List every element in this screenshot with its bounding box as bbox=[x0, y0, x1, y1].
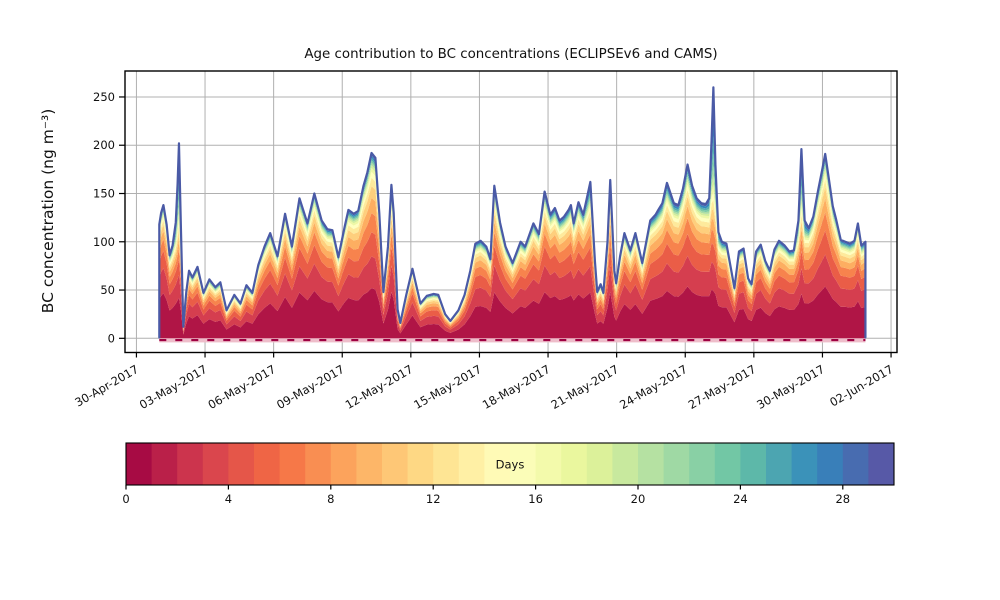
colorbar-segment bbox=[561, 443, 588, 485]
plot-border bbox=[124, 70, 898, 354]
colorbar-segment bbox=[510, 443, 537, 485]
colorbar-segment bbox=[151, 443, 178, 485]
x-tick-label: 30-May-2017 bbox=[754, 362, 827, 412]
x-tick-label: 12-May-2017 bbox=[343, 362, 416, 412]
age-band-2-4d bbox=[159, 254, 866, 335]
colorbar-segment bbox=[407, 443, 434, 485]
colorbar-segment bbox=[126, 443, 153, 485]
colorbar-segment bbox=[254, 443, 281, 485]
colorbar-segment bbox=[535, 443, 562, 485]
colorbar-tick-label: 28 bbox=[835, 492, 850, 506]
colorbar-segment bbox=[330, 443, 357, 485]
x-axis: 30-Apr-201703-May-201706-May-201709-May-… bbox=[72, 352, 896, 412]
colorbar-segment bbox=[689, 443, 716, 485]
y-axis: 0 50 100 150 200 250 bbox=[93, 90, 125, 345]
x-tick-label: 21-May-2017 bbox=[549, 362, 622, 412]
x-tick-label: 06-May-2017 bbox=[206, 362, 279, 412]
colorbar-label: Days bbox=[496, 458, 525, 472]
y-tick-label: 200 bbox=[93, 138, 115, 152]
total-line bbox=[158, 86, 867, 339]
colorbar-segment bbox=[638, 443, 665, 485]
colorbar-tick-label: 8 bbox=[327, 492, 334, 506]
colorbar-segment bbox=[356, 443, 383, 485]
y-tick-label: 250 bbox=[93, 90, 115, 104]
colorbar-segment bbox=[612, 443, 639, 485]
colorbar-segment bbox=[382, 443, 409, 485]
colorbar-segment bbox=[766, 443, 793, 485]
x-tick-label: 03-May-2017 bbox=[137, 362, 210, 412]
colorbar-segment bbox=[868, 443, 895, 485]
x-tick-label: 09-May-2017 bbox=[274, 362, 347, 412]
stacked-area bbox=[159, 87, 866, 339]
y-tick-label: 50 bbox=[100, 283, 115, 297]
colorbar-segment bbox=[458, 443, 485, 485]
age-band-4-6d bbox=[159, 230, 866, 333]
colorbar-border bbox=[125, 442, 895, 486]
colorbar-segment bbox=[228, 443, 255, 485]
colorbar-segment bbox=[305, 443, 332, 485]
x-tick-label: 30-Apr-2017 bbox=[72, 362, 141, 410]
x-tick-label: 18-May-2017 bbox=[480, 362, 553, 412]
colorbar-segment bbox=[484, 443, 511, 485]
age-band-6-8d bbox=[159, 212, 866, 332]
colorbar-segment bbox=[817, 443, 844, 485]
age-band-8-10d bbox=[159, 197, 866, 331]
colorbar-tick-label: 0 bbox=[122, 492, 129, 506]
age-band-0-2d bbox=[159, 286, 866, 339]
colorbar: Days 0 4 8 12 16 20 24 28 bbox=[122, 442, 895, 506]
colorbar-segment bbox=[177, 443, 204, 485]
chart-title: Age contribution to BC concentrations (E… bbox=[304, 47, 718, 62]
colorbar-tick-label: 20 bbox=[631, 492, 646, 506]
y-tick-label: 0 bbox=[108, 331, 115, 345]
colorbar-segment bbox=[586, 443, 613, 485]
colorbar-segment bbox=[433, 443, 460, 485]
colorbar-segment bbox=[279, 443, 306, 485]
colorbar-segment bbox=[202, 443, 229, 485]
y-tick-label: 150 bbox=[93, 187, 115, 201]
x-tick-label: 27-May-2017 bbox=[686, 362, 759, 412]
colorbar-tick-label: 4 bbox=[225, 492, 232, 506]
colorbar-segment bbox=[791, 443, 818, 485]
colorbar-segment bbox=[842, 443, 869, 485]
x-tick-label: 24-May-2017 bbox=[617, 362, 690, 412]
colorbar-tick-label: 24 bbox=[733, 492, 748, 506]
colorbar-segment bbox=[714, 443, 741, 485]
x-tick-label: 15-May-2017 bbox=[411, 362, 484, 412]
y-axis-label: BC concentration (ng m⁻³) bbox=[39, 108, 57, 314]
colorbar-tick-label: 16 bbox=[528, 492, 543, 506]
y-tick-label: 100 bbox=[93, 235, 115, 249]
colorbar-tick-label: 12 bbox=[426, 492, 441, 506]
colorbar-segment bbox=[740, 443, 767, 485]
x-tick-label: 02-Jun-2017 bbox=[827, 362, 895, 410]
colorbar-segment bbox=[663, 443, 690, 485]
